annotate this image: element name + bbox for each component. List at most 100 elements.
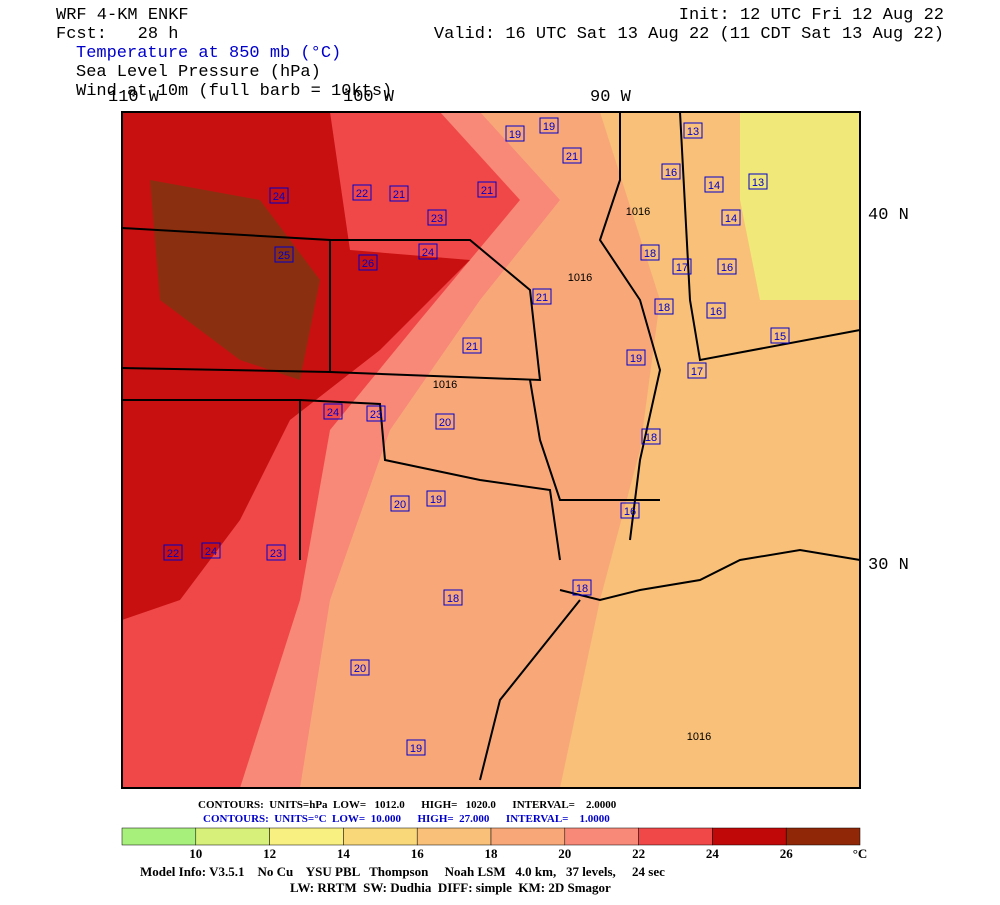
forecast-hour: Fcst: 28 h [56, 25, 178, 44]
temperature-label: 14 [725, 213, 737, 225]
model-info: Model Info: V3.5.1 No Cu YSU PBL Thompso… [140, 864, 665, 879]
colorbar: 10 12 14 16 18 20 22 24 26 °C [121, 827, 867, 861]
colorbar-tick-label: 16 [411, 846, 425, 861]
temperature-label: 25 [278, 250, 290, 262]
label-box [672, 258, 692, 275]
temperature-label: 18 [447, 593, 459, 605]
field-name: Sea Level Pressure (hPa) [76, 63, 321, 82]
label-box [748, 173, 768, 190]
label-box [620, 502, 640, 519]
label-box [704, 176, 724, 193]
temperature-label: 23 [370, 409, 382, 421]
label-box [505, 125, 525, 142]
label-box [562, 147, 582, 164]
temperature-label: 24 [205, 546, 217, 558]
temperature-label: 21 [536, 292, 548, 304]
temperature-label: 19 [410, 743, 422, 755]
colorbar-tick-label: 26 [780, 846, 794, 861]
temperature-label: 18 [644, 248, 656, 260]
colorbar-tick-label: 18 [485, 846, 499, 861]
temperature-label: 23 [270, 548, 282, 560]
temperature-label: 14 [708, 180, 720, 192]
label-box [435, 413, 455, 430]
temperature-label: 19 [430, 494, 442, 506]
colorbar-segment [564, 827, 639, 846]
label-box [477, 181, 497, 198]
model-name: WRF 4-KM ENKF [56, 6, 189, 25]
label-box [443, 589, 463, 606]
label-box [654, 298, 674, 315]
colorbar-tick-label: 10 [189, 846, 202, 861]
temperature-label: 19 [630, 353, 642, 365]
lon-label: 90 W [590, 88, 632, 107]
temperature-label: 16 [665, 167, 677, 179]
lon-label: 100 W [343, 88, 395, 107]
pressure-label: 1016 [568, 272, 592, 284]
label-box [266, 544, 286, 561]
label-box [390, 495, 410, 512]
colorbar-tick-label: 12 [263, 846, 276, 861]
label-box [770, 327, 790, 344]
lat-label: 40 N [868, 206, 909, 225]
valid-time: Valid: 16 UTC Sat 13 Aug 22 (11 CDT Sat … [434, 25, 944, 44]
label-box [687, 362, 707, 379]
colorbar-tick-label: 20 [558, 846, 571, 861]
label-box [274, 246, 294, 263]
temperature-label: 18 [658, 302, 670, 314]
temperature-contour-info: CONTOURS: UNITS=°C LOW= 10.000 HIGH= 27.… [203, 813, 610, 825]
label-box [640, 244, 660, 261]
temperature-label: 13 [687, 126, 699, 138]
label-box [406, 739, 426, 756]
label-box [201, 542, 221, 559]
temperature-label: 21 [393, 189, 405, 201]
colorbar-segment [269, 827, 344, 846]
label-box [532, 288, 552, 305]
temperature-label: 24 [273, 191, 285, 203]
temperature-label: 23 [431, 213, 443, 225]
temperature-label: 24 [327, 407, 339, 419]
temperature-label: 18 [645, 432, 657, 444]
temperature-label: 22 [167, 548, 179, 560]
pressure-label: 1016 [433, 379, 457, 391]
temperature-label: 17 [691, 366, 703, 378]
label-box [418, 243, 438, 260]
colorbar-tick-label: 22 [632, 846, 645, 861]
label-box [641, 428, 661, 445]
temperature-label: 22 [356, 188, 368, 200]
colorbar-tick-label: 24 [706, 846, 720, 861]
temperature-label: 16 [710, 306, 722, 318]
label-box [721, 209, 741, 226]
label-box [626, 349, 646, 366]
temperature-label: 24 [422, 247, 434, 259]
label-box [683, 122, 703, 139]
pressure-label: 1016 [687, 731, 711, 743]
temperature-label: 20 [439, 417, 451, 429]
colorbar-segment [785, 827, 861, 846]
lon-label: 110 W [108, 88, 160, 107]
temperature-label: 16 [721, 262, 733, 274]
temperature-label: 26 [362, 258, 374, 270]
label-box [462, 337, 482, 354]
init-time: Init: 12 UTC Fri 12 Aug 22 [679, 6, 944, 25]
colorbar-segment [490, 827, 566, 846]
label-box [352, 184, 372, 201]
label-box [269, 187, 289, 204]
model-info: LW: RRTM SW: Dudhia DIFF: simple KM: 2D … [290, 880, 611, 895]
lat-label: 30 N [868, 556, 909, 575]
temperature-label: 17 [676, 262, 688, 274]
label-box [717, 258, 737, 275]
label-box [661, 163, 681, 180]
label-box [366, 405, 386, 422]
pressure-label: 1016 [626, 206, 650, 218]
field-name: Temperature at 850 mb (°C) [76, 44, 341, 63]
colorbar-segment [121, 827, 197, 846]
colorbar-segment [343, 827, 418, 846]
colorbar-segment [638, 827, 713, 846]
label-box [572, 579, 592, 596]
colorbar-segment [712, 827, 787, 846]
temperature-label: 20 [354, 663, 366, 675]
colorbar-segment [195, 827, 270, 846]
label-box [706, 302, 726, 319]
temperature-label: 21 [566, 151, 578, 163]
